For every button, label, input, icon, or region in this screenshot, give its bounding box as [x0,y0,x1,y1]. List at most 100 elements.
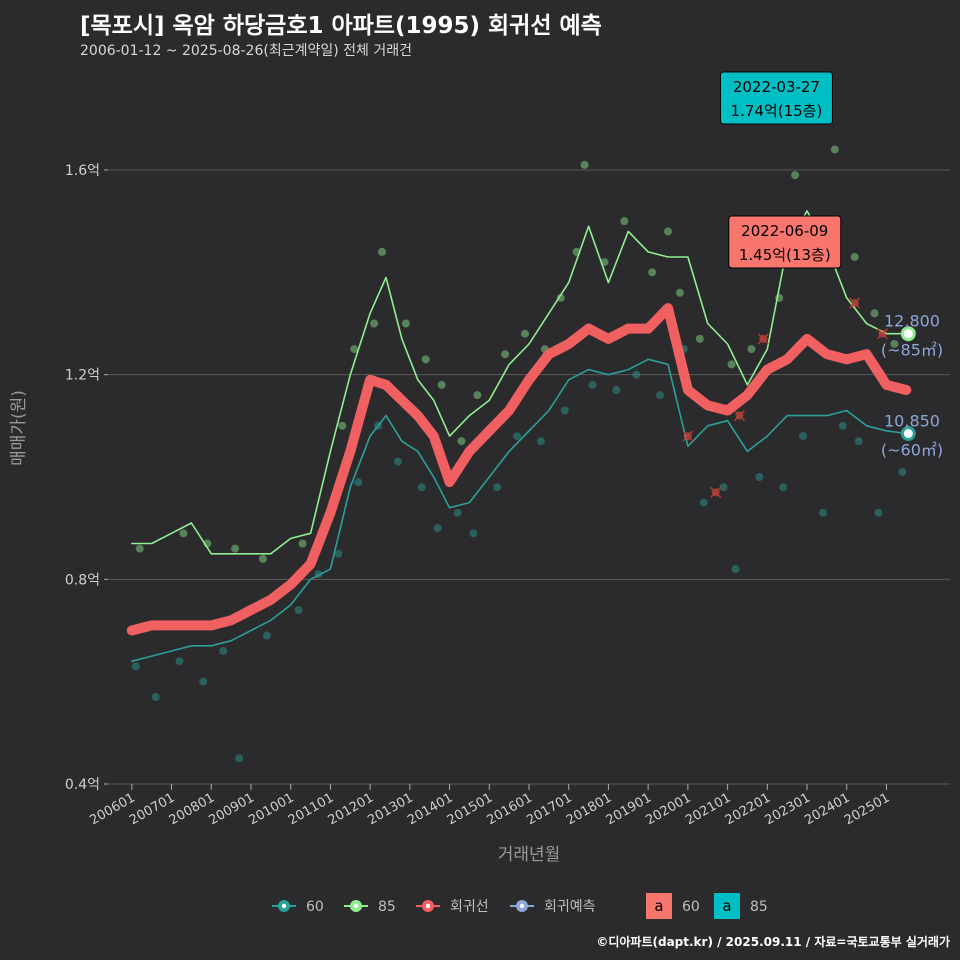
series-line-regression [126,303,912,636]
end-point-85 [900,326,916,342]
data-point-85 [727,360,736,369]
data-point-60 [175,657,184,666]
source-credit: ©디아파트(dapt.kr) / 2025.09.11 / 자료=국토교통부 실… [596,935,950,949]
regression-mark-cross [757,333,769,345]
data-point-60 [151,693,160,702]
end-label-85-value: 12,800 [884,312,940,331]
data-point-85 [179,529,188,538]
regression-mark [876,328,888,340]
data-point-60 [818,508,827,517]
annotation-date: 2022-03-27 [733,78,820,96]
data-point-85 [556,293,565,302]
y-tick-label: 1.2억 [65,368,100,384]
regression-mark-cross [734,410,745,422]
legend-key-center [281,903,287,909]
data-point-85 [350,345,359,354]
data-point-85 [648,268,657,277]
legend-item: 60 [272,899,324,915]
regression-mark-cross [682,430,694,442]
y-tick-label: 0.8억 [65,572,100,588]
end-point-60 [900,426,916,442]
data-point-85 [370,319,379,328]
legend-label: 85 [378,899,396,915]
data-point-60 [731,565,740,574]
legend-key-center [519,903,525,909]
annotation-price: 1.45억(13층) [739,246,831,264]
y-tick-label: 0.4억 [65,777,100,793]
end-label-60-value: 10,850 [884,412,940,431]
data-point-60 [513,432,522,441]
legend-box-glyph: a [654,897,663,915]
data-point-85 [338,421,347,430]
data-point-60 [235,754,244,763]
data-point-60 [874,508,883,517]
data-point-60 [294,606,303,615]
data-point-85 [298,539,307,548]
annotation-date: 2022-06-09 [741,222,828,240]
legend-box-key [714,893,740,919]
data-point-85 [791,171,800,180]
regression-mark [710,486,722,498]
x-axis-title: 거래년월 [498,845,561,865]
regression-mark [757,333,769,345]
data-point-60 [779,483,788,492]
regression-mark [734,410,745,422]
regression-mark-cross [710,486,722,498]
data-point-85 [580,160,589,169]
data-point-85 [747,345,756,354]
data-point-60 [838,421,847,430]
data-point-60 [417,483,426,492]
legend-item: 85 [344,899,396,915]
data-point-60 [536,437,545,446]
data-point-60 [219,646,228,655]
data-point-85 [890,339,899,348]
data-point-60 [354,478,363,487]
data-point-85 [830,145,839,154]
legend-item: 회귀예측 [510,899,596,915]
data-point-60 [334,549,343,558]
data-point-85 [521,329,530,338]
data-point-60 [854,437,863,446]
annotation-box-85 [719,71,833,125]
data-point-85 [675,288,684,297]
chart-subtitle: 2006-01-12 ~ 2025-08-26(최근계약일) 전체 거래건 [80,43,412,59]
data-point-85 [135,544,144,553]
data-point-60 [799,432,808,441]
legend-box-label: 60 [682,899,700,915]
regression-mark [682,430,694,442]
regression-mark-cross [849,297,861,309]
data-point-60 [199,677,208,686]
x-tick-label: 202501 [842,790,892,828]
data-point-85 [457,437,466,446]
data-point-85 [258,554,267,563]
data-point-60 [898,467,907,476]
legend-box-key [646,893,672,919]
data-point-85 [695,334,704,343]
data-point-60 [393,457,402,466]
legend-box-glyph: a [722,897,731,915]
data-point-60 [433,524,442,533]
annotation-box-60 [728,215,842,269]
legend-label: 회귀예측 [544,899,596,915]
data-point-85 [850,252,859,261]
data-point-60 [588,380,597,389]
chart-title: [목포시] 옥암 하당금호1 아파트(1995) 회귀선 예측 [80,13,602,39]
legend-item: 회귀선 [416,899,489,915]
legend-key-center [353,903,359,909]
legend-key-center [425,903,431,909]
legend-label: 60 [306,899,324,915]
data-point-60 [453,508,462,517]
end-label-85-area: (~85㎡) [881,341,943,360]
data-point-85 [401,319,410,328]
data-point-85 [870,309,879,318]
data-point-85 [378,247,387,256]
legend-box-label: 85 [750,899,768,915]
data-point-85 [501,350,510,359]
data-point-60 [632,370,641,379]
annotation-price: 1.74억(15층) [731,102,823,120]
data-point-60 [719,483,728,492]
data-point-85 [664,227,673,236]
data-point-85 [231,544,240,553]
data-point-60 [699,498,708,507]
